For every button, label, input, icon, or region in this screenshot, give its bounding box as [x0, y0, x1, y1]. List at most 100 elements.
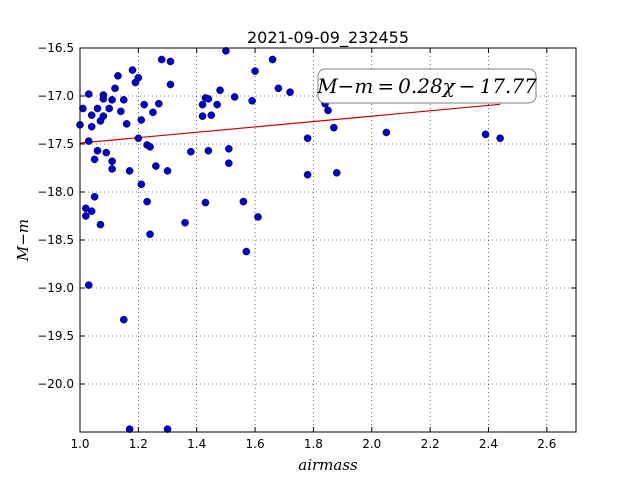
data-point: [152, 162, 160, 170]
data-point: [143, 197, 151, 206]
data-point: [154, 99, 163, 108]
data-point: [251, 67, 259, 75]
data-point: [157, 55, 166, 64]
fit-line: [79, 103, 501, 144]
data-point: [286, 88, 294, 96]
data-point: [134, 73, 143, 82]
fit-line-segment: [79, 103, 501, 144]
fit-equation-box: M−m = 0.28χ − 17.77: [316, 68, 537, 104]
data-point: [99, 95, 108, 103]
data-point: [119, 315, 128, 324]
data-point: [117, 107, 125, 116]
data-point: [82, 212, 90, 220]
data-point: [93, 146, 102, 155]
data-point: [239, 197, 248, 206]
data-point: [198, 112, 207, 120]
data-point: [122, 120, 131, 128]
data-point: [149, 108, 157, 117]
data-point: [93, 104, 102, 113]
y-tick-label: −20.0: [37, 377, 74, 391]
data-point: [146, 230, 154, 239]
data-point: [108, 157, 116, 166]
data-point: [303, 170, 312, 179]
x-axis-label: airmass: [298, 456, 358, 474]
data-point: [87, 111, 96, 119]
data-point: [268, 55, 277, 64]
data-point: [181, 218, 189, 227]
x-tick-label: 2.6: [537, 437, 556, 451]
x-tick-label: 1.6: [246, 437, 265, 451]
y-tick-label: −18.0: [37, 185, 74, 199]
y-tick-label: −16.5: [37, 41, 74, 55]
y-tick-label: −19.0: [37, 281, 74, 295]
data-point: [324, 106, 332, 115]
data-point: [166, 57, 175, 66]
y-tick-label: −18.5: [37, 233, 74, 247]
y-tick-label: −17.0: [37, 89, 74, 103]
y-tick-label: −19.5: [37, 329, 74, 343]
data-point: [207, 111, 216, 119]
data-point: [84, 90, 93, 98]
data-point: [140, 100, 148, 109]
x-axis-ticks: 1.0 1.2 1.4 1.6 1.8 2.0 2.2 2.4 2.6: [70, 48, 556, 451]
x-tick-label: 2.4: [479, 437, 498, 451]
data-point: [84, 137, 93, 145]
data-point: [204, 95, 213, 103]
fit-equation: M−m = 0.28χ − 17.77: [316, 74, 537, 98]
data-point: [114, 72, 122, 80]
data-point: [108, 96, 116, 104]
y-axis-ticks: −16.5 −17.0 −17.5 −18.0 −18.5 −19.0 −19.5 −20.0: [37, 41, 576, 391]
y-tick-label: −17.5: [37, 137, 74, 151]
data-point: [166, 80, 175, 89]
data-point: [274, 84, 283, 93]
data-point: [213, 100, 221, 109]
data-point: [99, 112, 108, 120]
data-point: [84, 281, 93, 289]
data-point: [496, 134, 504, 143]
data-point: [216, 86, 224, 95]
data-point: [108, 165, 116, 173]
x-tick-label: 2.2: [421, 437, 440, 451]
data-point: [137, 180, 146, 189]
data-point: [128, 66, 137, 74]
data-point: [134, 134, 143, 143]
data-point: [96, 220, 105, 229]
data-point: [146, 143, 154, 151]
x-tick-label: 1.8: [304, 437, 323, 451]
data-point: [248, 97, 256, 105]
data-point: [125, 167, 134, 175]
data-point: [224, 159, 233, 167]
data-point: [79, 104, 87, 113]
data-point: [222, 47, 230, 55]
data-point: [303, 134, 312, 143]
x-tick-label: 2.0: [362, 437, 381, 451]
data-point: [201, 198, 210, 207]
data-point: [102, 148, 111, 157]
data-points: [76, 47, 504, 433]
data-point: [87, 122, 96, 131]
data-point: [382, 128, 391, 137]
data-point: [187, 147, 195, 156]
data-point: [90, 155, 99, 164]
data-point: [332, 168, 341, 177]
x-tick-label: 1.2: [129, 437, 148, 451]
data-point: [137, 116, 146, 124]
data-point: [481, 130, 490, 139]
data-point: [105, 104, 113, 113]
data-point: [254, 213, 262, 221]
data-point: [198, 100, 207, 109]
x-tick-label: 1.4: [187, 437, 206, 451]
data-point: [125, 425, 134, 433]
data-point: [242, 247, 251, 256]
x-tick-label: 1.0: [70, 437, 89, 451]
data-point: [204, 146, 213, 155]
data-point: [163, 425, 172, 433]
data-point: [119, 96, 128, 104]
data-point: [330, 123, 338, 132]
data-point: [163, 167, 172, 175]
data-point: [111, 84, 119, 93]
data-point: [224, 144, 233, 153]
data-point: [90, 192, 99, 201]
chart-title: 2021-09-09_232455: [247, 28, 409, 48]
